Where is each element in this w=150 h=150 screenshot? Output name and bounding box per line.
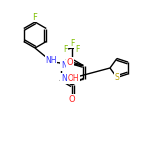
Text: F: F [63,45,67,54]
Text: S: S [115,73,119,82]
Text: N: N [61,61,67,70]
Text: OH: OH [68,74,79,83]
Text: N: N [61,74,67,83]
Text: F: F [33,12,38,21]
Text: F: F [70,39,74,48]
Text: F: F [75,45,79,54]
Text: O: O [69,94,75,103]
Text: O: O [67,58,74,67]
Text: NH: NH [45,56,57,65]
